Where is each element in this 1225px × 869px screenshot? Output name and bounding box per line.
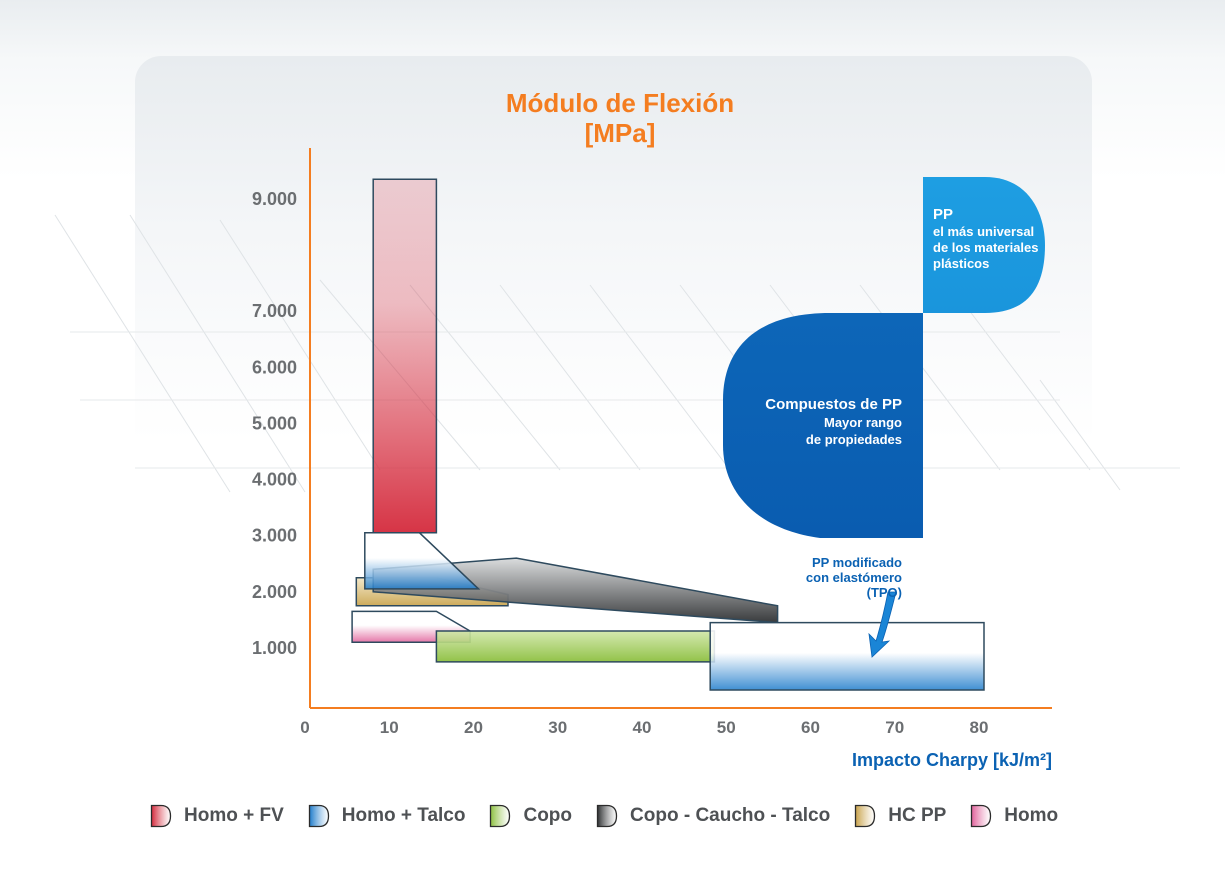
tpo-annotation-line-3: (TPO) (866, 585, 902, 600)
legend-label: Homo + FV (184, 805, 284, 826)
x-tick-label: 10 (380, 718, 399, 737)
x-tick-label: 40 (633, 718, 652, 737)
x-tick-label: 50 (717, 718, 736, 737)
decor-diagonal (949, 284, 1091, 471)
chart-title-text: Módulo de Flexión (505, 88, 735, 118)
x-tick-label: 30 (548, 718, 567, 737)
chart-title: Módulo de Flexión [MPa] (440, 88, 800, 148)
series-layer (351, 178, 985, 691)
legend-swatch-icon (971, 804, 992, 828)
legend-item-hc-pp: HC PP (854, 804, 946, 828)
compuestos-callout-line-2: de propiedades (805, 432, 902, 447)
y-tick-label: 5.000 (252, 413, 297, 433)
legend-swatch-icon (150, 804, 172, 828)
legend: Homo + FV Homo + Talco Copo Copo - Caucho -… (150, 802, 1082, 830)
tpo-arrow (868, 591, 897, 658)
decor-diagonal (54, 214, 231, 493)
pp-callout-head: PP (933, 206, 954, 223)
legend-item-copo: Copo (489, 804, 572, 828)
decor-diagonal (499, 284, 641, 471)
decor-diagonal (219, 219, 381, 471)
compuestos-callout-line-1: Mayor rango (823, 415, 902, 430)
legend-label: Homo (1004, 805, 1059, 826)
y-tick-label: 9.000 (252, 189, 297, 209)
x-tick-label: 80 (970, 718, 989, 737)
decor-diagonal (1039, 379, 1121, 491)
pp-callout-line-3: plásticos (933, 256, 990, 271)
legend-label: HC PP (888, 805, 947, 826)
pp-callout-line-2: de los materiales (933, 240, 1039, 255)
legend-label: Homo + Talco (341, 805, 466, 826)
legend-item-homo: Homo (970, 804, 1058, 828)
tpo-annotation: PP modificado con elastómero (TPO) (740, 555, 902, 600)
series-area-homo-fv (372, 178, 438, 534)
series-area-tpo (709, 621, 985, 691)
legend-swatch-icon (596, 804, 618, 828)
compuestos-callout: Compuestos de PP Mayor rango de propieda… (730, 396, 902, 448)
compuestos-callout-shape (723, 313, 923, 538)
y-tick-label: 7.000 (252, 301, 297, 321)
y-tick-label: 3.000 (252, 526, 297, 546)
legend-label: Copo (523, 805, 573, 826)
y-tick-label: 4.000 (252, 470, 297, 490)
pp-callout-shape (923, 177, 1045, 313)
pp-callout-line-1: el más universal (933, 224, 1035, 239)
decor-diagonal (129, 214, 306, 493)
x-tick-label: 0 (300, 718, 309, 737)
legend-item-homo-talco: Homo + Talco (308, 804, 466, 828)
legend-swatch-icon (490, 804, 511, 828)
legend-label: Copo - Caucho - Talco (630, 805, 831, 826)
callout-shapes (723, 177, 1045, 538)
legend-swatch-icon (855, 804, 876, 828)
compuestos-callout-head: Compuestos de PP (765, 396, 902, 413)
axis-layer (309, 148, 1052, 709)
pp-callout: PP el más universal de los materiales pl… (933, 207, 1053, 272)
legend-item-copo-caucho-talco: Copo - Caucho - Talco (596, 804, 830, 828)
legend-item-homo-fv: Homo + FV (150, 804, 284, 828)
y-tick-label: 6.000 (252, 357, 297, 377)
tick-layer: 1.000 2.000 3.000 4.000 5.000 6.000 7.000 9.000… (252, 189, 989, 737)
x-axis-title: Impacto Charpy [kJ/m²] (851, 750, 1052, 770)
y-tick-label: 2.000 (252, 582, 297, 602)
legend-swatch-icon (308, 804, 329, 828)
y-tick-label: 1.000 (252, 638, 297, 658)
series-area-copo (435, 630, 716, 663)
tpo-annotation-line-1: PP modificado (811, 555, 902, 570)
tpo-annotation-line-2: con elastómero (805, 570, 902, 585)
x-tick-label: 60 (801, 718, 820, 737)
decor-diagonal (589, 284, 731, 471)
y-axis-unit: [MPa] (584, 118, 656, 148)
x-tick-label: 20 (464, 718, 483, 737)
series-area-homo-talco (364, 532, 481, 590)
x-tick-label: 70 (885, 718, 904, 737)
